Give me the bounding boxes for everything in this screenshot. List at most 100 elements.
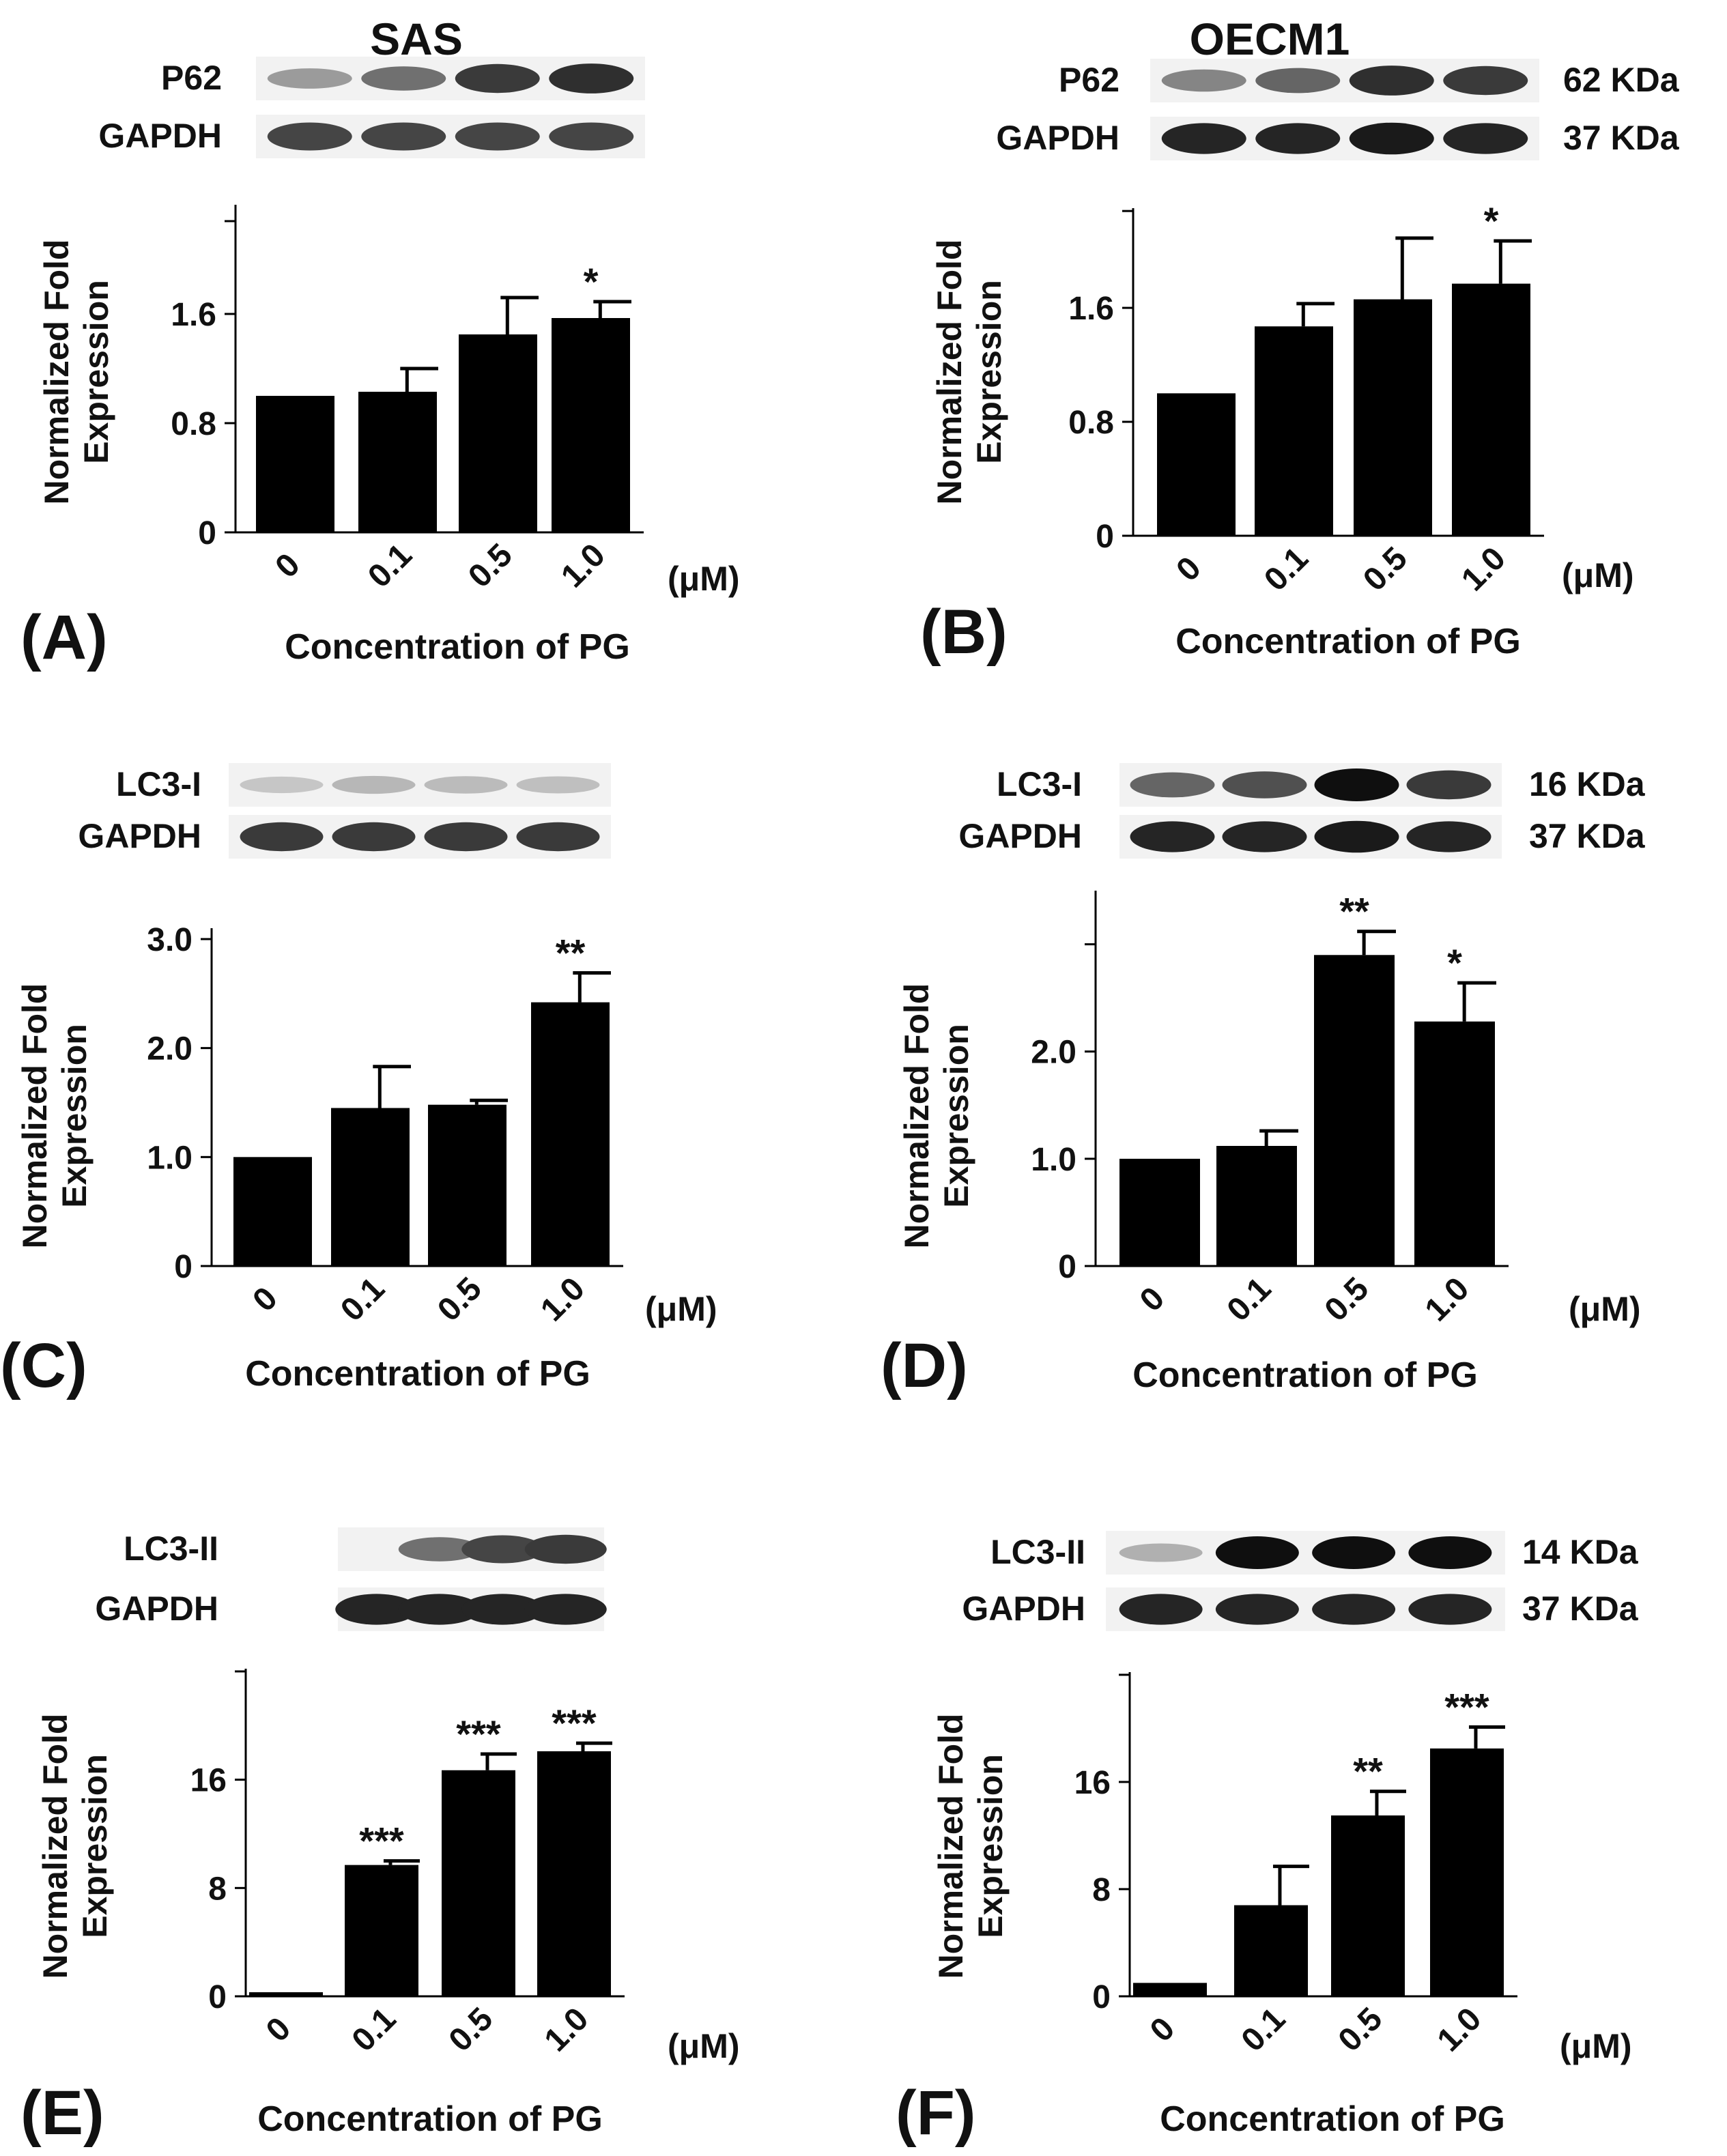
blot-band (455, 63, 540, 94)
x-tick-label: 1.0 (1431, 2001, 1489, 2059)
blot-kda-label: 37 KDa (1529, 817, 1646, 855)
bar-0.1 (1255, 326, 1333, 536)
blot-band (1161, 69, 1246, 92)
bar-0.1 (331, 1108, 410, 1266)
panel-label: (F) (896, 2078, 975, 2148)
y-tick-label: 2.0 (1031, 1035, 1076, 1071)
blot-band (1408, 1594, 1492, 1625)
x-unit-label: (μM) (1562, 556, 1634, 594)
blot-band (1312, 1594, 1396, 1625)
bar-0.5 (1314, 955, 1395, 1266)
blot-band (1314, 820, 1399, 853)
column-title-oecm1: OECM1 (1190, 14, 1350, 64)
y-tick-label: 3.0 (147, 922, 192, 958)
bar-1.0 (1414, 1021, 1495, 1266)
blot-band (1119, 1543, 1203, 1562)
blot-band (549, 63, 634, 94)
chart-panel-a: P62 GAPDH 0 0.8 1.6 Normalized FoldExpression… (20, 57, 740, 672)
y-axis-title: Normalized FoldExpression (36, 1714, 114, 1979)
blot-label: GAPDH (962, 1590, 1085, 1628)
x-axis-title: Concentration of PG (1132, 1355, 1478, 1395)
blot-band (461, 1594, 544, 1625)
y-tick-label: 1.6 (1068, 291, 1114, 327)
x-unit-label: (μM) (1569, 1290, 1641, 1328)
x-unit-label: (μM) (1560, 2027, 1632, 2065)
significance-marker: *** (552, 1701, 597, 1744)
y-tick-label: 8 (1092, 1872, 1111, 1908)
blot-band (1349, 66, 1434, 96)
panel-label: (B) (920, 597, 1008, 667)
blot-label: GAPDH (78, 817, 201, 855)
significance-marker: ** (1339, 890, 1369, 933)
bar-0.1 (1216, 1146, 1297, 1266)
blot-band (398, 1537, 481, 1562)
blot-band (240, 822, 324, 852)
x-tick-label: 1.0 (554, 537, 612, 595)
bar-0 (1133, 1983, 1207, 1996)
blot-band (361, 66, 446, 91)
bar-1.0 (1430, 1748, 1504, 1996)
blot-band (1255, 68, 1341, 94)
blot-band (267, 68, 352, 89)
bar-0.1 (1234, 1905, 1308, 1996)
x-tick-label: 0.1 (334, 1271, 392, 1329)
x-tick-label: 0 (1143, 2011, 1182, 2049)
blot-band (1443, 123, 1528, 154)
x-tick-label: 0.5 (431, 1271, 489, 1329)
blot-kda-label: 16 KDa (1529, 765, 1646, 803)
y-tick-label: 1.0 (1031, 1142, 1076, 1178)
blot-kda-label: 37 KDa (1563, 119, 1680, 157)
blot-label: GAPDH (95, 1590, 218, 1628)
blot-band (455, 122, 540, 151)
bar-0 (249, 1992, 323, 1996)
blot-band (424, 822, 508, 852)
significance-marker: * (584, 260, 599, 303)
significance-marker: *** (1444, 1685, 1489, 1728)
panel-label: (C) (0, 1331, 87, 1400)
blot-band (1222, 771, 1307, 799)
bar-0.5 (459, 334, 537, 532)
x-tick-label: 0.5 (461, 537, 519, 595)
y-tick-label: 0 (174, 1249, 192, 1285)
blot-band (1408, 1536, 1492, 1569)
x-tick-label: 1.0 (534, 1271, 592, 1329)
chart-panel-c: LC3-I GAPDH 0 1.0 2.0 3.0 Normalized FoldExpre… (0, 763, 717, 1400)
blot-band (516, 776, 600, 794)
blot-kda-label: 37 KDa (1522, 1590, 1639, 1628)
y-axis-title: Normalized FoldExpression (932, 1714, 1010, 1979)
blot-kda-label: 62 KDa (1563, 61, 1680, 99)
x-unit-label: (μM) (645, 1290, 717, 1328)
x-axis-title: Concentration of PG (285, 627, 630, 667)
panel-label: (E) (20, 2078, 104, 2148)
blot-band (524, 1534, 607, 1564)
blot-band (1406, 821, 1491, 852)
x-tick-label: 0 (268, 547, 306, 585)
blot-band (1119, 1594, 1203, 1625)
bar-1.0 (1452, 283, 1530, 536)
x-tick-label: 0.5 (1356, 541, 1414, 599)
x-unit-label: (μM) (668, 2027, 740, 2065)
y-tick-label: 0 (1058, 1249, 1076, 1285)
bar-0 (256, 396, 334, 532)
x-tick-label: 0.1 (345, 2001, 403, 2059)
chart-panel-d: LC3-I 16 KDa GAPDH 37 KDa 0 1.0 2.0 Normalized … (881, 763, 1646, 1400)
bar-0.1 (358, 392, 437, 532)
blot-band (332, 822, 416, 852)
bar-0 (233, 1157, 312, 1266)
x-tick-label: 0 (259, 2011, 298, 2049)
x-tick-label: 0.1 (361, 537, 419, 595)
blot-band (240, 776, 324, 794)
y-tick-label: 8 (208, 1871, 227, 1907)
y-tick-label: 0 (1096, 519, 1114, 555)
blot-band (524, 1594, 607, 1625)
x-tick-label: 0.5 (1318, 1271, 1376, 1329)
blot-band (332, 775, 416, 794)
bar-1.0 (537, 1751, 611, 1996)
blot-label: LC3-II (124, 1529, 218, 1568)
blot-band (1215, 1594, 1299, 1625)
blot-band (267, 122, 352, 151)
panel-label: (D) (881, 1331, 968, 1400)
y-tick-label: 16 (1074, 1765, 1111, 1801)
x-axis-title: Concentration of PG (257, 2099, 603, 2139)
